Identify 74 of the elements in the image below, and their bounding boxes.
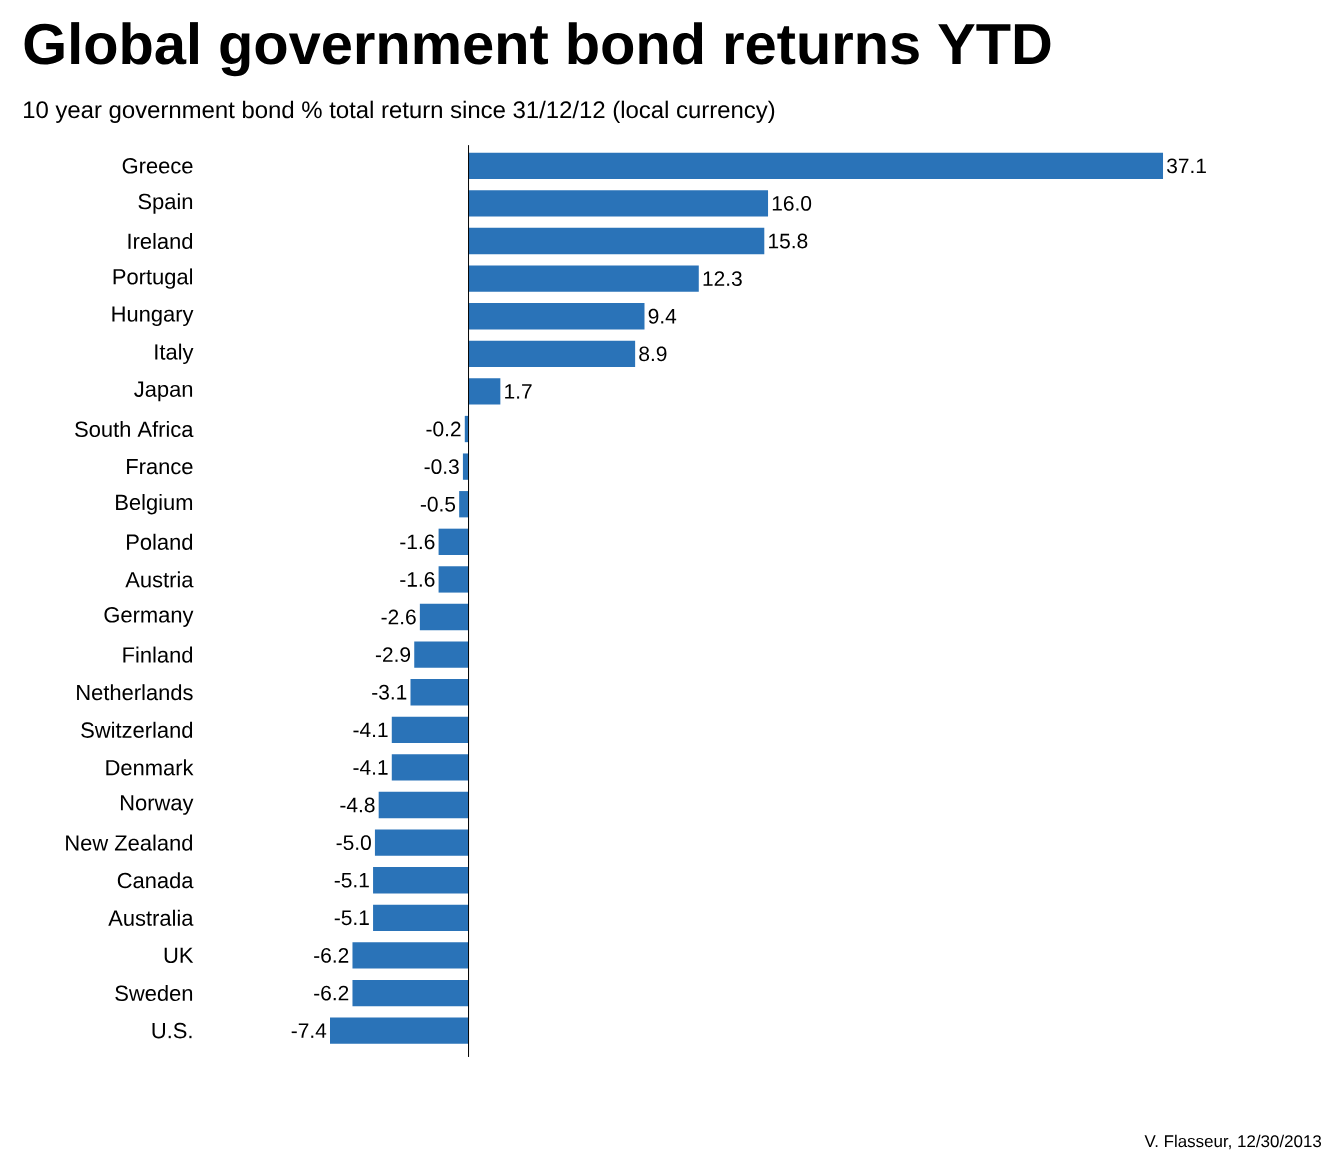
y-tick-label: Greece	[122, 158, 193, 174]
y-tick-label: Norway	[120, 795, 194, 815]
data-label: -4.1	[353, 760, 388, 775]
y-tick-label: New Zealand	[66, 834, 193, 851]
data-label: -3.1	[372, 684, 407, 700]
bar	[468, 303, 645, 330]
data-label: -5.0	[336, 835, 371, 851]
y-tick-label: Austria	[125, 571, 194, 588]
bar	[373, 904, 469, 931]
bar	[462, 453, 469, 480]
bar	[468, 227, 765, 255]
data-label: -0.3	[424, 459, 459, 475]
y-tick-label: Canada	[117, 872, 194, 889]
bar	[414, 641, 469, 668]
bar	[373, 867, 469, 894]
bar	[438, 528, 469, 555]
y-tick-label: France	[127, 458, 193, 475]
data-label: -4.1	[353, 722, 388, 738]
bar	[438, 566, 469, 593]
y-tick-label: Finland	[123, 646, 193, 663]
y-tick-label: Ireland	[128, 232, 193, 250]
bar	[468, 190, 769, 217]
y-tick-label: Spain	[138, 193, 193, 214]
y-tick-label: U.S.	[152, 1022, 192, 1039]
bar	[374, 829, 469, 856]
bar	[459, 491, 469, 518]
y-tick-label: Netherlands	[77, 684, 193, 701]
y-tick-label: Australia	[108, 909, 194, 926]
text: V. Flasseur, 12/30/2013	[1144, 1134, 1322, 1150]
data-label: -2.9	[375, 647, 411, 663]
bar	[468, 378, 501, 405]
data-label: 1.7	[505, 384, 532, 399]
y-tick-label: Belgium	[116, 494, 193, 515]
data-label: -7.4	[291, 1023, 327, 1038]
chart-title: Global government bond returns YTD	[24, 22, 1051, 77]
data-label: -6.2	[314, 985, 349, 1001]
bar	[352, 979, 469, 1007]
y-tick-label: Germany	[104, 607, 194, 627]
bar	[468, 152, 1164, 179]
data-label: -0.5	[420, 496, 456, 512]
y-tick-label: Portugal	[113, 268, 193, 289]
chart-subtitle: 10 year government bond % total return since 31/12/12 (local currency)	[24, 100, 775, 123]
data-label: -5.1	[334, 872, 369, 888]
bar	[419, 603, 469, 631]
data-label: 9.4	[648, 308, 677, 324]
data-label: -1.6	[400, 534, 435, 550]
y-tick-label: South Africa	[75, 420, 194, 438]
data-label: -4.8	[340, 797, 375, 813]
y-tick-label: Denmark	[106, 759, 194, 776]
bar	[391, 754, 469, 781]
bar	[378, 791, 469, 819]
y-tick-label: Switzerland	[81, 721, 193, 738]
y-tick-label: Sweden	[115, 984, 193, 1002]
bar	[468, 265, 699, 292]
y-tick-label: Hungary	[112, 306, 194, 327]
y-tick-label: Poland	[127, 533, 193, 550]
data-label: -6.2	[314, 948, 349, 963]
data-label: -1.6	[400, 572, 435, 587]
y-tick-label: Japan	[134, 381, 193, 402]
data-label: 37.1	[1167, 158, 1206, 174]
data-label: 16.0	[772, 196, 812, 211]
bar	[468, 340, 636, 367]
data-label: -0.2	[426, 421, 461, 437]
bar	[391, 716, 469, 743]
data-label: -5.1	[334, 910, 369, 926]
bar	[330, 1017, 469, 1044]
data-label: 12.3	[703, 271, 742, 287]
bar	[352, 942, 469, 969]
data-label: -2.6	[381, 609, 416, 625]
y-tick-label: UK	[164, 947, 194, 964]
bar	[410, 679, 469, 706]
data-label: 15.8	[769, 233, 808, 249]
data-label: 8.9	[639, 346, 667, 362]
y-tick-label: Italy	[155, 343, 194, 365]
